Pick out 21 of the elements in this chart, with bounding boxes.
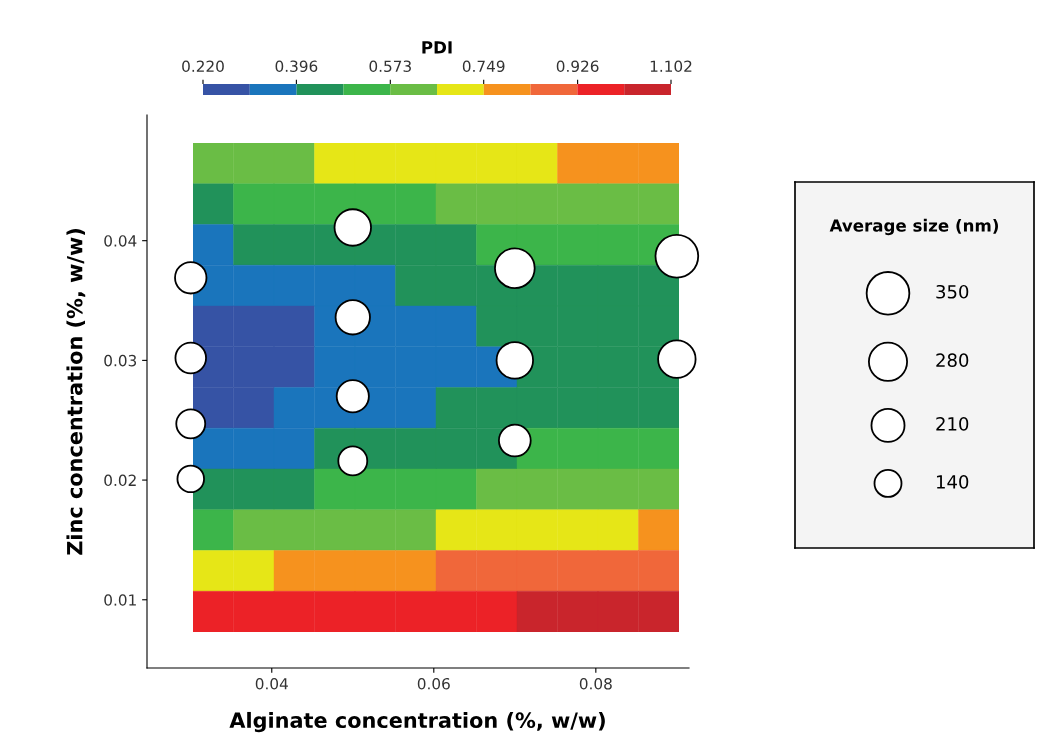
legend-label: 280 (936, 353, 969, 368)
color-bar-label: 0.926 (556, 60, 599, 73)
y-tick-label: 0.02 (104, 474, 136, 487)
x-tick-label: 0.06 (417, 677, 450, 690)
y-tick-label: 0.04 (104, 235, 137, 247)
legend-title: Average size (nm) (829, 218, 998, 236)
y-tick-label: 0.03 (104, 354, 137, 367)
legend-label: 210 (936, 417, 969, 431)
color-bar-label: 0.573 (369, 60, 411, 73)
color-bar-title: PDI (422, 41, 452, 54)
legend-label: 140 (936, 475, 969, 489)
color-bar-label: 0.396 (275, 60, 318, 73)
y-axis-title: Zinc concentration (%, w/w) (66, 229, 86, 555)
color-bar-label: 0.220 (182, 60, 224, 73)
color-bar-label: 0.749 (462, 60, 505, 73)
color-bar-label: 1.102 (650, 60, 692, 73)
x-axis-title: Alginate concentration (%, w/w) (229, 711, 605, 733)
legend-label: 350 (936, 284, 969, 299)
x-tick-label: 0.08 (579, 677, 612, 690)
x-tick-label: 0.04 (255, 677, 288, 690)
y-tick-label: 0.01 (104, 594, 136, 606)
